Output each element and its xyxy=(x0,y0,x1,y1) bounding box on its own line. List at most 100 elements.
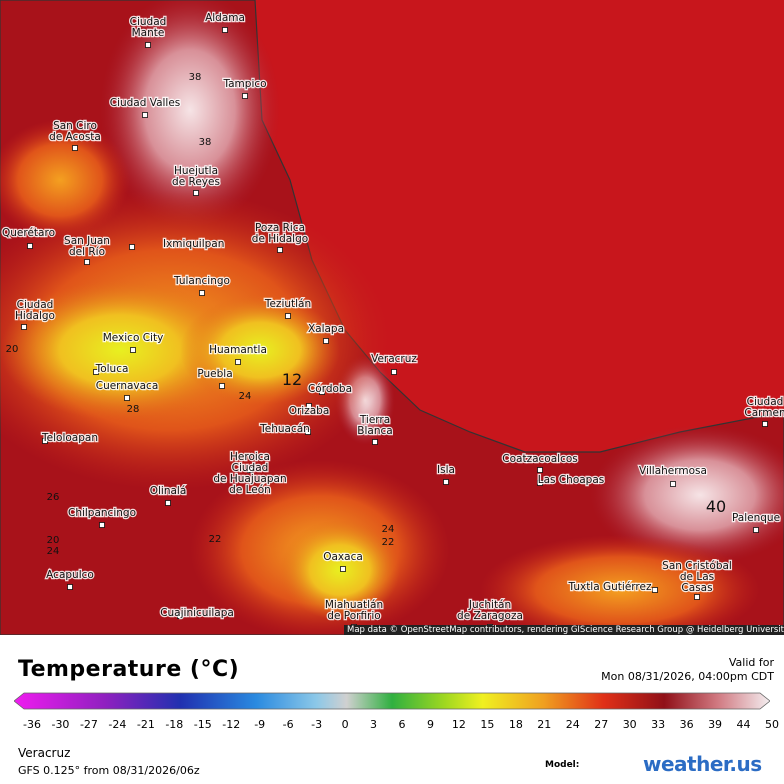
city-label: Ciudad xyxy=(747,396,784,408)
colorbar-tick: 6 xyxy=(398,718,406,731)
city-label: Tuxtla Gutiérrez xyxy=(568,581,652,593)
city-label: de León xyxy=(229,484,271,496)
colorbar-tick: -24 xyxy=(108,718,127,731)
colorbar-tick: 9 xyxy=(426,718,434,731)
city-marker xyxy=(652,587,658,593)
city-label: Ciudad xyxy=(17,299,54,311)
colorbar-tick: 44 xyxy=(736,718,751,731)
city-marker xyxy=(340,566,346,572)
city-marker xyxy=(124,395,130,401)
city-marker xyxy=(93,369,99,375)
city-label: Tehuacán xyxy=(259,423,310,435)
cool-zone xyxy=(0,280,240,420)
city-label: Coatzacoalcos xyxy=(502,453,577,465)
contour-label: 24 xyxy=(47,546,60,557)
colorbar-tick: -30 xyxy=(51,718,70,731)
city-label: Veracruz xyxy=(371,353,417,365)
city-marker xyxy=(42,438,48,444)
colorbar-tick: 50 xyxy=(765,718,779,731)
city-label: Ciudad Valles xyxy=(110,97,181,109)
heat-zone xyxy=(100,0,280,230)
colorbar-tick: 33 xyxy=(651,718,666,731)
contour-label: 28 xyxy=(127,404,140,415)
valid-time: Mon 08/31/2026, 04:00pm CDT xyxy=(601,670,774,683)
contour-label: 26 xyxy=(47,492,60,503)
city-marker xyxy=(753,527,759,533)
city-label: Mante xyxy=(132,27,165,39)
brand[interactable]: weather.us xyxy=(643,752,762,776)
city-marker xyxy=(222,27,228,33)
city-label: Heroica xyxy=(230,451,270,463)
city-label: del Río xyxy=(69,246,105,258)
colorbar-tick: -21 xyxy=(136,718,155,731)
city-marker xyxy=(247,467,253,473)
city-label: Orizaba xyxy=(289,405,330,417)
colorbar-tick: 0 xyxy=(341,718,349,731)
city-label: de Hidalgo xyxy=(252,233,308,245)
colorbar-tick: 24 xyxy=(565,718,580,731)
city-label: Cuajinicuilapa xyxy=(160,607,234,619)
city-label: Hidalgo xyxy=(15,310,55,322)
city-label: de Las xyxy=(680,571,714,583)
contour-label: 38 xyxy=(199,137,212,148)
colorbar-ticks: -36 -30 -27 -24 -21 -18 -15 -12 -9 -6 -3 0 3 6 9 12 15 18… xyxy=(0,718,784,732)
city-label: Carmen xyxy=(744,407,784,419)
contour-label: 24 xyxy=(382,524,395,535)
city-label: Querétaro xyxy=(2,227,55,239)
city-marker xyxy=(84,259,90,265)
colorbar-tick: 39 xyxy=(708,718,723,731)
location: Veracruz xyxy=(18,746,71,760)
city-label: Puebla xyxy=(197,368,232,380)
city-label: Olinalá xyxy=(150,485,187,497)
city-marker xyxy=(537,467,543,473)
city-label: Ixmiquilpan xyxy=(163,238,224,250)
city-marker xyxy=(165,500,171,506)
colorbar xyxy=(14,692,770,710)
city-marker xyxy=(319,389,325,395)
colorbar-tick: -27 xyxy=(79,718,98,731)
city-label: Aldama xyxy=(205,12,245,24)
city-label: Juchitán xyxy=(468,599,511,611)
city-label: Chilpancingo xyxy=(68,507,136,519)
colorbar-tick: 3 xyxy=(370,718,378,731)
city-label: Cuernavaca xyxy=(96,380,159,392)
city-marker xyxy=(67,584,73,590)
attribution: Map data © OpenStreetMap contributors, r… xyxy=(344,625,784,635)
city-marker xyxy=(285,313,291,319)
city-marker xyxy=(193,190,199,196)
city-label: Oaxaca xyxy=(323,551,363,563)
colorbar-tick: -9 xyxy=(254,718,266,731)
city-label: Teloloapan xyxy=(41,432,98,444)
city-marker xyxy=(670,481,676,487)
legend-title: Temperature (°C) xyxy=(18,657,240,682)
city-marker xyxy=(199,290,205,296)
city-label: Teziutlán xyxy=(264,298,311,310)
city-label: Acapulco xyxy=(46,569,94,581)
city-label: Mexico City xyxy=(103,332,164,344)
cool-zone xyxy=(0,120,130,240)
city-label: de Zaragoza xyxy=(457,610,523,622)
city-label: de Porfirio xyxy=(327,610,380,622)
contour-label: 38 xyxy=(189,72,202,83)
colorbar-tick: -3 xyxy=(311,718,323,731)
city-marker xyxy=(142,112,148,118)
contour-label: 20 xyxy=(6,344,19,355)
city-label: Huejutla xyxy=(174,165,218,177)
city-label: Casas xyxy=(681,582,712,594)
city-marker xyxy=(21,324,27,330)
city-label: Córdoba xyxy=(308,383,352,395)
city-marker xyxy=(694,594,700,600)
city-marker xyxy=(99,522,105,528)
colorbar-tick: 30 xyxy=(622,718,637,731)
city-label: Ciudad xyxy=(232,462,269,474)
city-label: Miahuatlán xyxy=(325,599,383,611)
city-label: Villahermosa xyxy=(639,465,707,477)
cool-zone xyxy=(480,535,760,635)
city-label: Tierra xyxy=(359,414,390,426)
city-marker xyxy=(391,369,397,375)
colorbar-tick: 12 xyxy=(451,718,466,731)
contour-label: 24 xyxy=(239,391,252,402)
city-label: Tampico xyxy=(222,78,266,90)
city-label: Palenque xyxy=(732,512,780,524)
